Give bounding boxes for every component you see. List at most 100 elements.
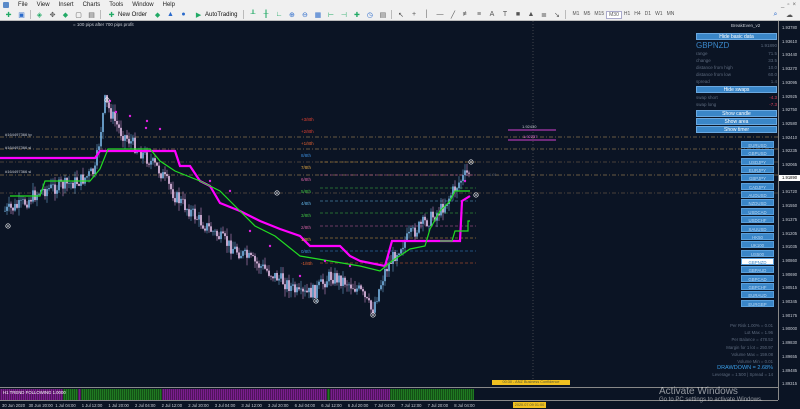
hide-swaps-button[interactable]: Hide swaps [696, 86, 777, 93]
show-timer-button[interactable]: Show timer [696, 126, 777, 133]
fibo-fan-icon[interactable]: ≣ [541, 11, 547, 19]
symbol-button-gbpchf[interactable]: GBPCHF [741, 282, 774, 290]
symbol-button-gbpjpy[interactable]: GBPJPY [741, 174, 774, 182]
symbol-button-us500[interactable]: US500 [741, 249, 774, 257]
show-area-button[interactable]: Show area [696, 118, 777, 125]
symbol-button-usdjpy[interactable]: USDJPY [741, 157, 774, 165]
tester-icon[interactable]: ▤ [88, 11, 95, 19]
profiles-icon[interactable]: ▣ [18, 11, 25, 19]
symbol-button-gbpnzd[interactable]: GBPNZD [741, 257, 774, 265]
trend-histogram-segment [327, 389, 330, 401]
menu-help[interactable]: Help [162, 1, 175, 8]
trendline-icon[interactable]: ╱ [450, 11, 456, 19]
autotrading-button[interactable]: ▶ AutoTrading [192, 10, 239, 19]
metaeditor-icon[interactable]: ◆ [154, 11, 161, 19]
tile-windows-icon[interactable]: ▦ [314, 11, 322, 19]
symbol-button-gbpusd[interactable]: GBPUSD [741, 149, 774, 157]
terminal-icon[interactable]: ▢ [75, 11, 82, 19]
candlestick-icon[interactable]: ╫ [263, 11, 269, 18]
market-watch-icon[interactable]: ◈ [36, 11, 43, 19]
periods-icon[interactable]: ◷ [366, 11, 374, 19]
menu-insert[interactable]: Insert [58, 1, 74, 8]
indicators-icon[interactable]: ✚ [354, 11, 360, 19]
channel-icon[interactable]: ≢ [462, 11, 470, 18]
candle [232, 248, 234, 254]
symbol-button-euraud[interactable]: EURAUD [741, 291, 774, 299]
timeframe-h4[interactable]: H4 [634, 10, 641, 17]
chat-icon[interactable]: ☁ [786, 11, 793, 19]
symbol-button-xauusd[interactable]: XAUUSD [741, 224, 774, 232]
restore-icon[interactable]: ▫ [787, 1, 790, 8]
trade-label[interactable]: #164497366 tp [5, 132, 32, 137]
price-axis[interactable]: 1.93780 1.93610 1.93440 1.93270 1.93095 1.929… [778, 21, 800, 400]
indicator-subwindow[interactable]: H1 TREND FOLLOWING 1.0000 [0, 387, 778, 401]
symbol-button-hk50[interactable]: HK50 [741, 232, 774, 240]
symbol-button-gbpaud[interactable]: GBPAUD [741, 266, 774, 274]
symbol-button-eurgbp[interactable]: EURGBP [741, 299, 774, 307]
new-chart-icon[interactable]: ✚ [5, 11, 12, 19]
candle [356, 288, 358, 292]
symbol-button-cadjpy[interactable]: CADJPY [741, 182, 774, 190]
timeframe-m30[interactable]: M30 [606, 10, 622, 19]
search-icon[interactable]: ⌕ [773, 10, 778, 18]
price-chart[interactable] [0, 21, 778, 385]
text-icon[interactable]: A [489, 11, 495, 18]
timeframe-mn[interactable]: MN [666, 10, 675, 17]
vertical-line-icon[interactable]: │ [424, 11, 430, 18]
close-icon[interactable]: × [792, 1, 796, 8]
candle [172, 189, 174, 199]
time-axis[interactable]: 30 Jun 2020 30 Jun 20:00 1 Jul 04:00 1 Jul … [0, 400, 778, 409]
symbol-button-nzdusd[interactable]: NZDUSD [741, 199, 774, 207]
candle [70, 182, 72, 184]
menu-charts[interactable]: Charts [82, 1, 101, 8]
cursor-icon[interactable]: ↖ [398, 11, 404, 19]
menu-tools[interactable]: Tools [109, 1, 124, 8]
new-order-button[interactable]: ✚ New Order [105, 10, 149, 19]
timeframe-d1[interactable]: D1 [644, 10, 652, 17]
menu-file[interactable]: File [18, 1, 28, 8]
autoscroll-icon[interactable]: ⊣ [340, 11, 348, 19]
zoom-out-icon[interactable]: ⊖ [302, 11, 308, 19]
navigator-icon[interactable]: ◆ [62, 11, 69, 19]
line-chart-icon[interactable]: ∟ [275, 11, 283, 18]
menu-view[interactable]: View [36, 1, 50, 8]
symbol-button-usdcad[interactable]: USDCAD [741, 207, 774, 215]
price-tick: 1.91205 [782, 230, 798, 236]
trade-label[interactable]: #164497366 sl [5, 169, 32, 174]
signals-icon[interactable]: ▲ [167, 11, 174, 18]
timeframe-m5[interactable]: M5 [583, 10, 591, 17]
symbol-button-gbpcad[interactable]: GBPCAD [741, 274, 774, 282]
crosshair-icon[interactable]: + [411, 11, 417, 18]
text-label-icon[interactable]: T [502, 11, 508, 18]
hide-basic-data-button[interactable]: Hide basic data [696, 33, 777, 40]
symbol-button-uk100[interactable]: UK100 [741, 241, 774, 249]
symbol-button-eurjpy[interactable]: EURJPY [741, 166, 774, 174]
fractal-marker-dot [475, 194, 477, 196]
symbol-button-eurusd[interactable]: EURUSD [741, 141, 774, 148]
trade-label[interactable]: #164497366 sl [5, 145, 32, 150]
horizontal-line-icon[interactable]: — [436, 11, 444, 18]
menu-window[interactable]: Window [132, 1, 154, 8]
candle [126, 135, 128, 139]
price-tick: 1.91375 [782, 216, 798, 222]
timeframe-w1[interactable]: W1 [655, 10, 663, 17]
timeframe-m1[interactable]: M1 [572, 10, 580, 17]
minimize-icon[interactable]: _ [781, 1, 785, 8]
rectangle-icon[interactable]: ■ [515, 11, 521, 18]
triangle-icon[interactable]: ▲ [527, 11, 535, 18]
data-window-icon[interactable]: ✥ [49, 11, 56, 19]
news-event[interactable]: 00:30 - ANZ Business Confidence [492, 380, 570, 385]
candle [308, 287, 310, 293]
chart-shift-icon[interactable]: ⊢ [327, 11, 335, 19]
symbol-button-usdchf[interactable]: USDCHF [741, 216, 774, 224]
vps-icon[interactable]: ● [181, 11, 186, 18]
timeframe-m15[interactable]: M15 [594, 10, 605, 17]
timeframe-h1[interactable]: H1 [623, 10, 631, 17]
templates-icon[interactable]: ▤ [379, 11, 387, 19]
fibonacci-icon[interactable]: ≡ [476, 11, 482, 18]
arrows-icon[interactable]: ↘ [554, 11, 560, 19]
bar-chart-icon[interactable]: ╨ [250, 11, 256, 18]
zoom-in-icon[interactable]: ⊕ [289, 11, 295, 19]
symbol-button-audusd[interactable]: AUDUSD [741, 191, 774, 199]
show-candle-button[interactable]: Show candle [696, 110, 777, 117]
